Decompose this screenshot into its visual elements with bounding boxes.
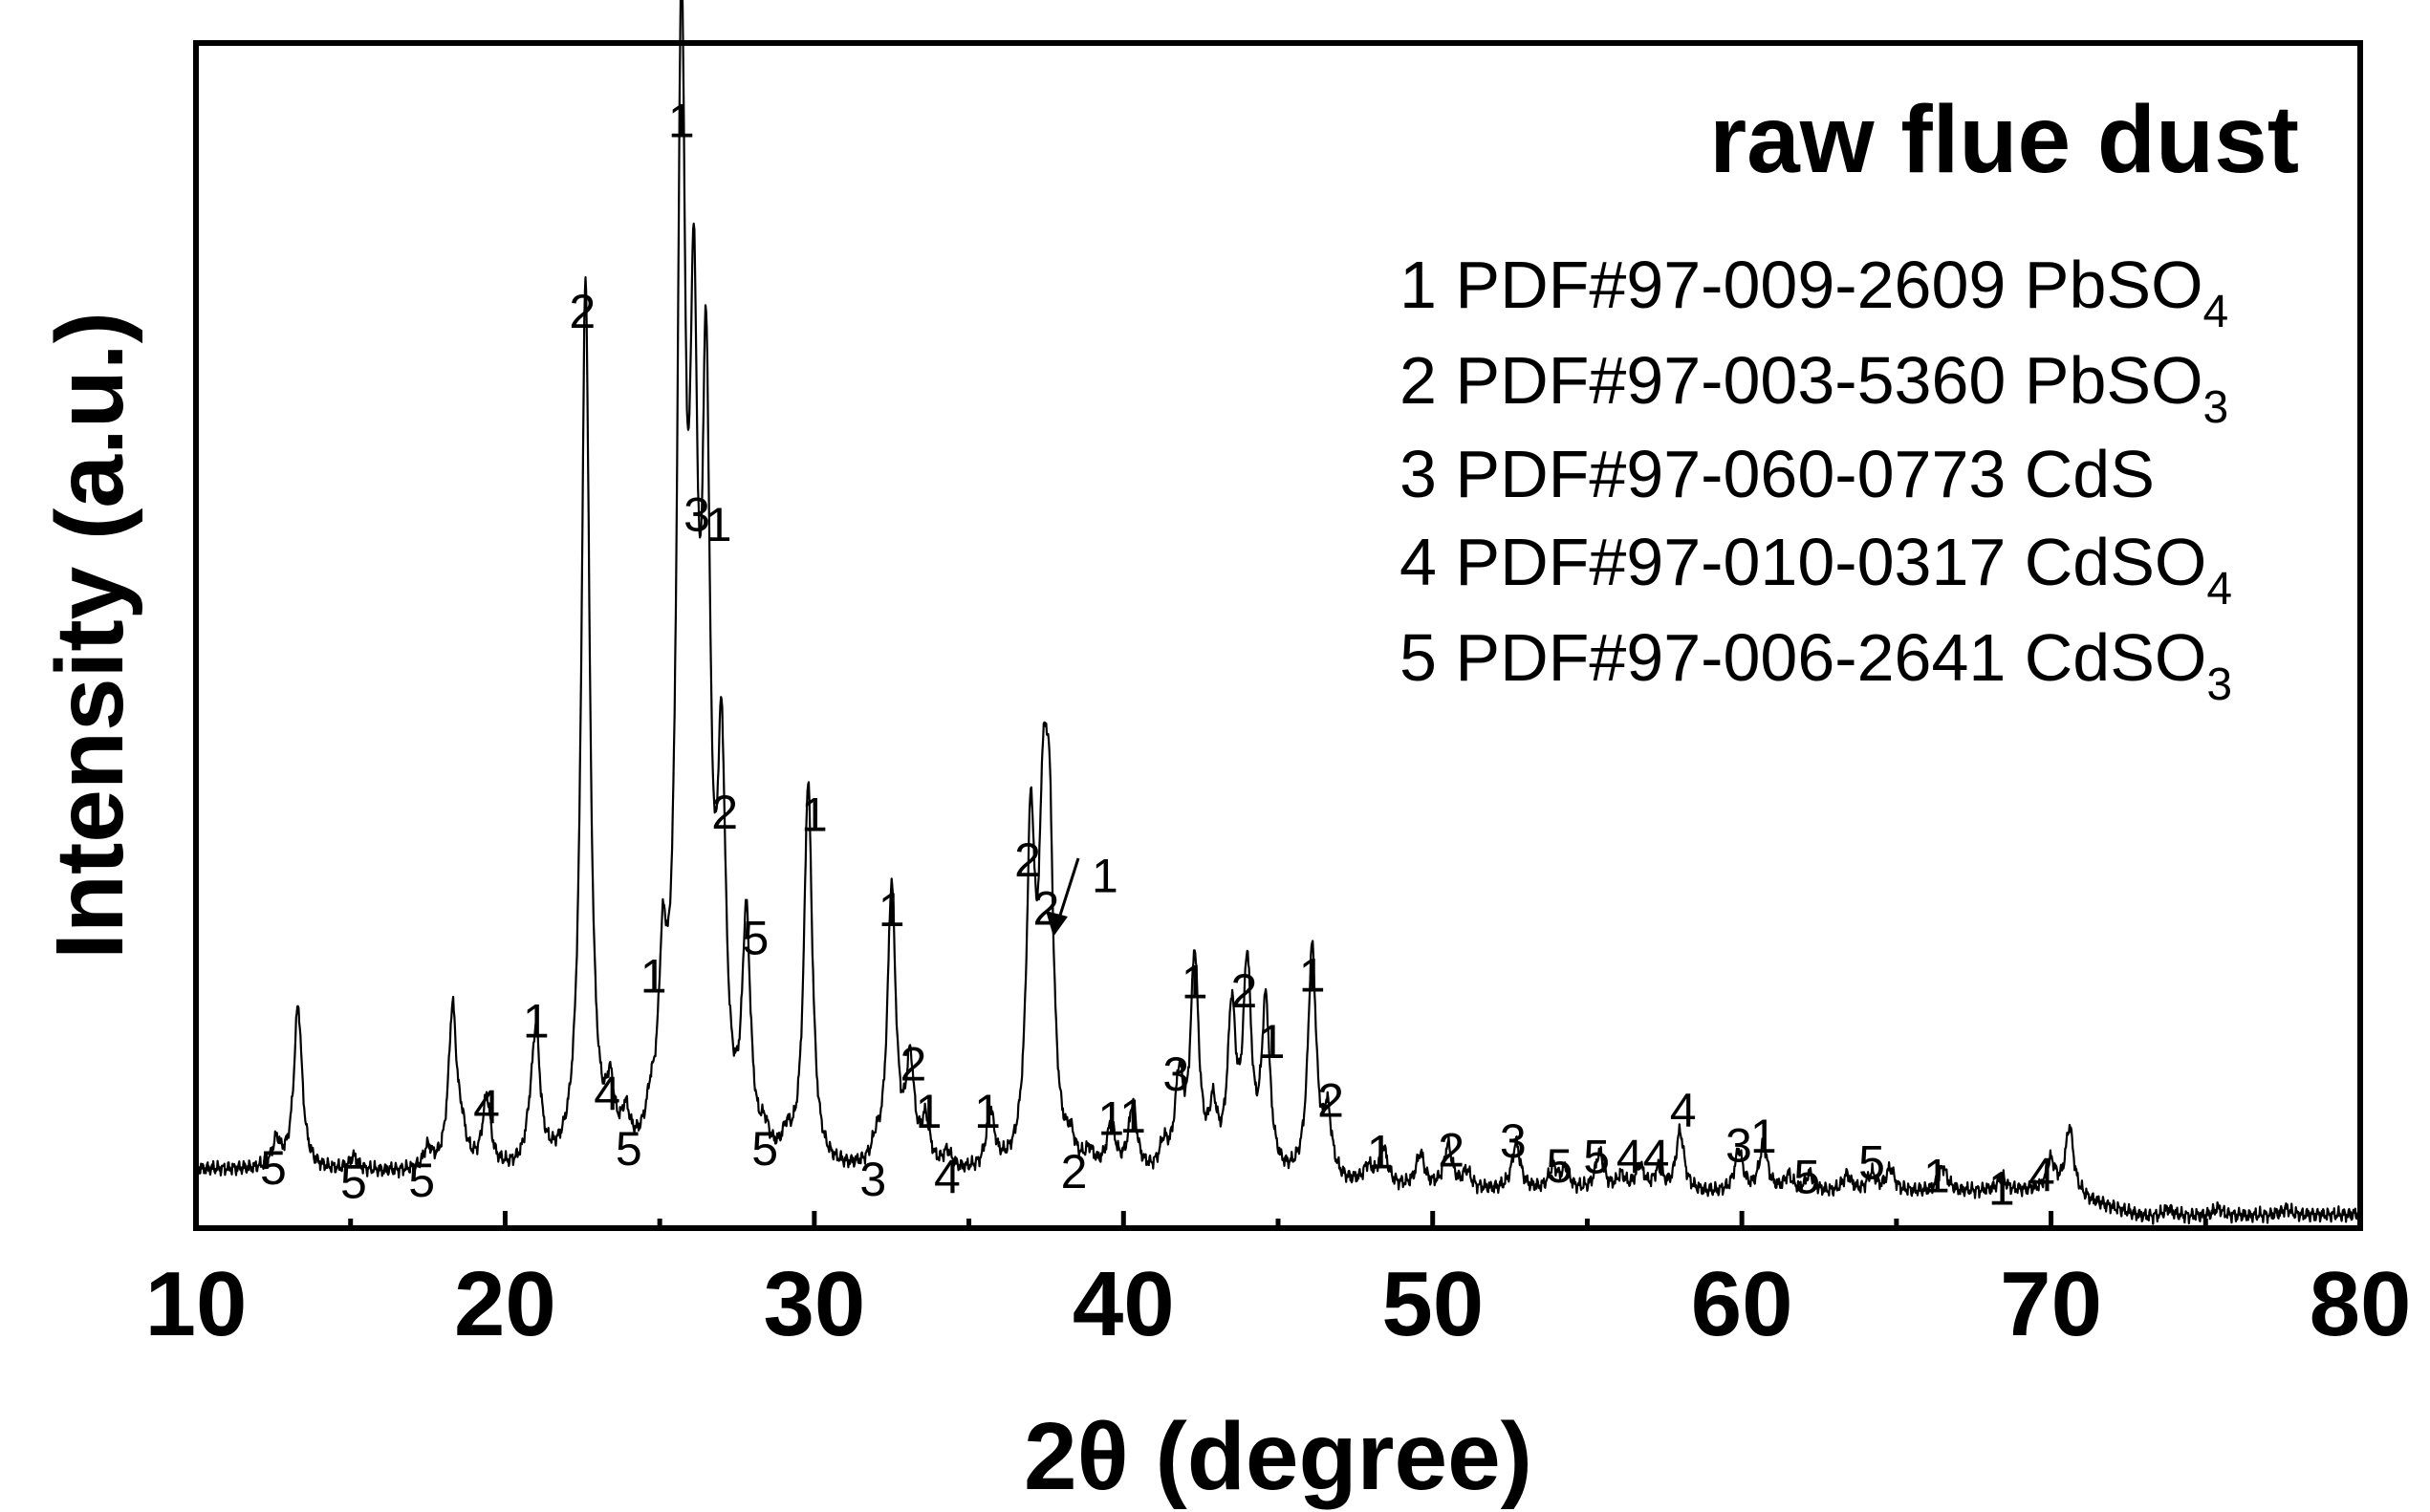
peak-label: 1 <box>523 995 550 1048</box>
peak-label: 1 <box>1299 948 1326 1002</box>
peak-label: 4 <box>1670 1084 1697 1137</box>
peak-label: 5 <box>742 911 769 964</box>
peak-label: 4 <box>2029 1148 2055 1201</box>
peak-label: 4 <box>594 1067 620 1120</box>
peak-label: 1 <box>1119 1090 1146 1143</box>
legend-entry: 4 PDF#97-010-0317 CdSO4 <box>1399 525 2232 615</box>
x-tick-label: 10 <box>145 1253 248 1355</box>
peak-label: 3 <box>683 488 710 542</box>
peak-label: 5 <box>1546 1139 1573 1193</box>
legend-entry: 1 PDF#97-009-2609 PbSO4 <box>1399 248 2228 337</box>
plot-area <box>194 0 2362 1225</box>
peak-arrow-head <box>1046 911 1068 937</box>
peak-label: 3 <box>1725 1119 1752 1173</box>
peak-label: 5 <box>1583 1130 1610 1183</box>
peak-label: 3 <box>1500 1114 1527 1168</box>
peak-label: 5 <box>1858 1135 1885 1189</box>
peak-label: 1 <box>801 788 828 842</box>
legend-entry: 5 PDF#97-006-2641 CdSO3 <box>1399 620 2232 710</box>
x-axis-ticks <box>193 1211 2363 1228</box>
x-axis-title: 2θ (degree) <box>1024 1403 1532 1510</box>
x-tick-label: 80 <box>2310 1253 2412 1355</box>
legend-entry: 2 PDF#97-003-5360 PbSO3 <box>1399 343 2228 433</box>
legend-entry: 3 PDF#97-060-0773 CdS <box>1399 437 2155 511</box>
peak-label: 44 <box>1616 1130 1670 1183</box>
xrd-pattern-line <box>194 0 2362 1225</box>
peak-label: 5 <box>616 1122 642 1176</box>
peak-label: 5 <box>408 1154 435 1207</box>
peak-label: 1 <box>640 950 667 1004</box>
peak-label: 2 <box>900 1038 926 1091</box>
peak-label: 4 <box>934 1151 961 1204</box>
legend-entry-subscript: 4 <box>2206 564 2232 615</box>
peak-label: 5 <box>1793 1151 1820 1204</box>
legend-entry-subscript: 4 <box>2203 287 2229 337</box>
peak-label: 1 <box>1092 849 1118 902</box>
peak-arrow-shaft <box>1055 857 1080 925</box>
peak-label: 1 <box>668 94 695 147</box>
x-tick-label: 30 <box>763 1253 865 1355</box>
x-tick-label: 40 <box>1073 1253 1175 1355</box>
legend-entry-subscript: 3 <box>2203 382 2229 433</box>
peak-label: 1 <box>1259 1015 1286 1069</box>
peak-label: 2 <box>711 786 738 839</box>
legend-entry-subscript: 3 <box>2206 659 2232 710</box>
x-tick-label: 20 <box>454 1253 556 1355</box>
x-tick-label: 60 <box>1691 1253 1793 1355</box>
peak-label: 3 <box>859 1153 886 1206</box>
peak-label: 1 <box>916 1085 943 1138</box>
peak-label: 2 <box>1438 1123 1465 1177</box>
peak-label: 2 <box>1317 1073 1344 1127</box>
x-tick-label: 50 <box>1381 1253 1484 1355</box>
y-axis-title: Intensity (a.u.) <box>36 312 143 960</box>
peak-label: 1 <box>1988 1162 2015 1216</box>
peak-label: 5 <box>340 1155 367 1208</box>
chart-title: raw flue dust <box>1709 86 2299 193</box>
legend-entry-text: 1 PDF#97-009-2609 PbSO <box>1399 248 2203 322</box>
legend-entry-text: 2 PDF#97-003-5360 PbSO <box>1399 343 2203 418</box>
x-tick-label: 70 <box>2000 1253 2102 1355</box>
peak-label: 5 <box>260 1141 287 1195</box>
peak-label: 5 <box>751 1122 778 1176</box>
peak-label: 1 <box>1182 955 1208 1008</box>
peak-label: 1 <box>1097 1091 1124 1145</box>
peak-label: 3 <box>1162 1048 1189 1101</box>
peak-label: 2 <box>1061 1145 1088 1199</box>
peak-label: 2 <box>1014 833 1041 887</box>
peak-label: 1 <box>879 883 905 937</box>
legend-entry-text: 3 PDF#97-060-0773 CdS <box>1399 437 2155 511</box>
x-axis-tick-labels: 10 20 30 40 50 60 70 80 <box>145 1253 2412 1355</box>
peak-label: 1 <box>705 498 732 551</box>
legend-entry-text: 5 PDF#97-006-2641 CdSO <box>1399 620 2206 695</box>
legend-entry-text: 4 PDF#97-010-0317 CdSO <box>1399 525 2206 599</box>
peak-label: 4 <box>473 1081 500 1134</box>
peak-label: 2 <box>569 285 596 338</box>
peak-label: 1 <box>1750 1110 1777 1163</box>
peak-label: 1 <box>1367 1126 1394 1179</box>
peak-label: 1 <box>974 1085 1001 1138</box>
peak-label: 1 <box>1923 1150 1950 1203</box>
peak-label: 2 <box>1230 964 1257 1018</box>
